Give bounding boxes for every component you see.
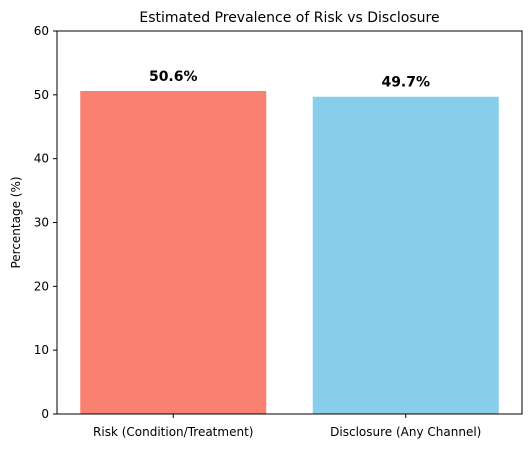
plot-frame (56, 30, 523, 415)
x-tick-label-0: Risk (Condition/Treatment) (93, 425, 253, 439)
y-tick-label-1: 10 (34, 343, 49, 357)
chart-title: Estimated Prevalence of Risk vs Disclosu… (139, 10, 439, 26)
bars-group: 50.6% 49.7% (80, 69, 499, 415)
y-ticks-group: 0 10 20 30 40 50 60 (34, 24, 57, 421)
y-axis-label: Percentage (%) (9, 176, 23, 268)
y-tick-label-0: 0 (41, 407, 49, 421)
y-tick-label-5: 50 (34, 88, 49, 102)
bar-1 (312, 96, 499, 414)
y-tick-label-3: 30 (34, 216, 49, 230)
x-ticks-group: Risk (Condition/Treatment) Disclosure (An… (93, 414, 481, 439)
data-label-0: 50.6% (149, 69, 198, 85)
data-label-1: 49.7% (381, 75, 430, 91)
y-tick-label-2: 20 (34, 279, 49, 293)
y-tick-label-6: 60 (34, 24, 49, 38)
x-tick-label-1: Disclosure (Any Channel) (330, 425, 481, 439)
y-tick-label-4: 40 (34, 152, 49, 166)
bar-0 (80, 91, 267, 415)
